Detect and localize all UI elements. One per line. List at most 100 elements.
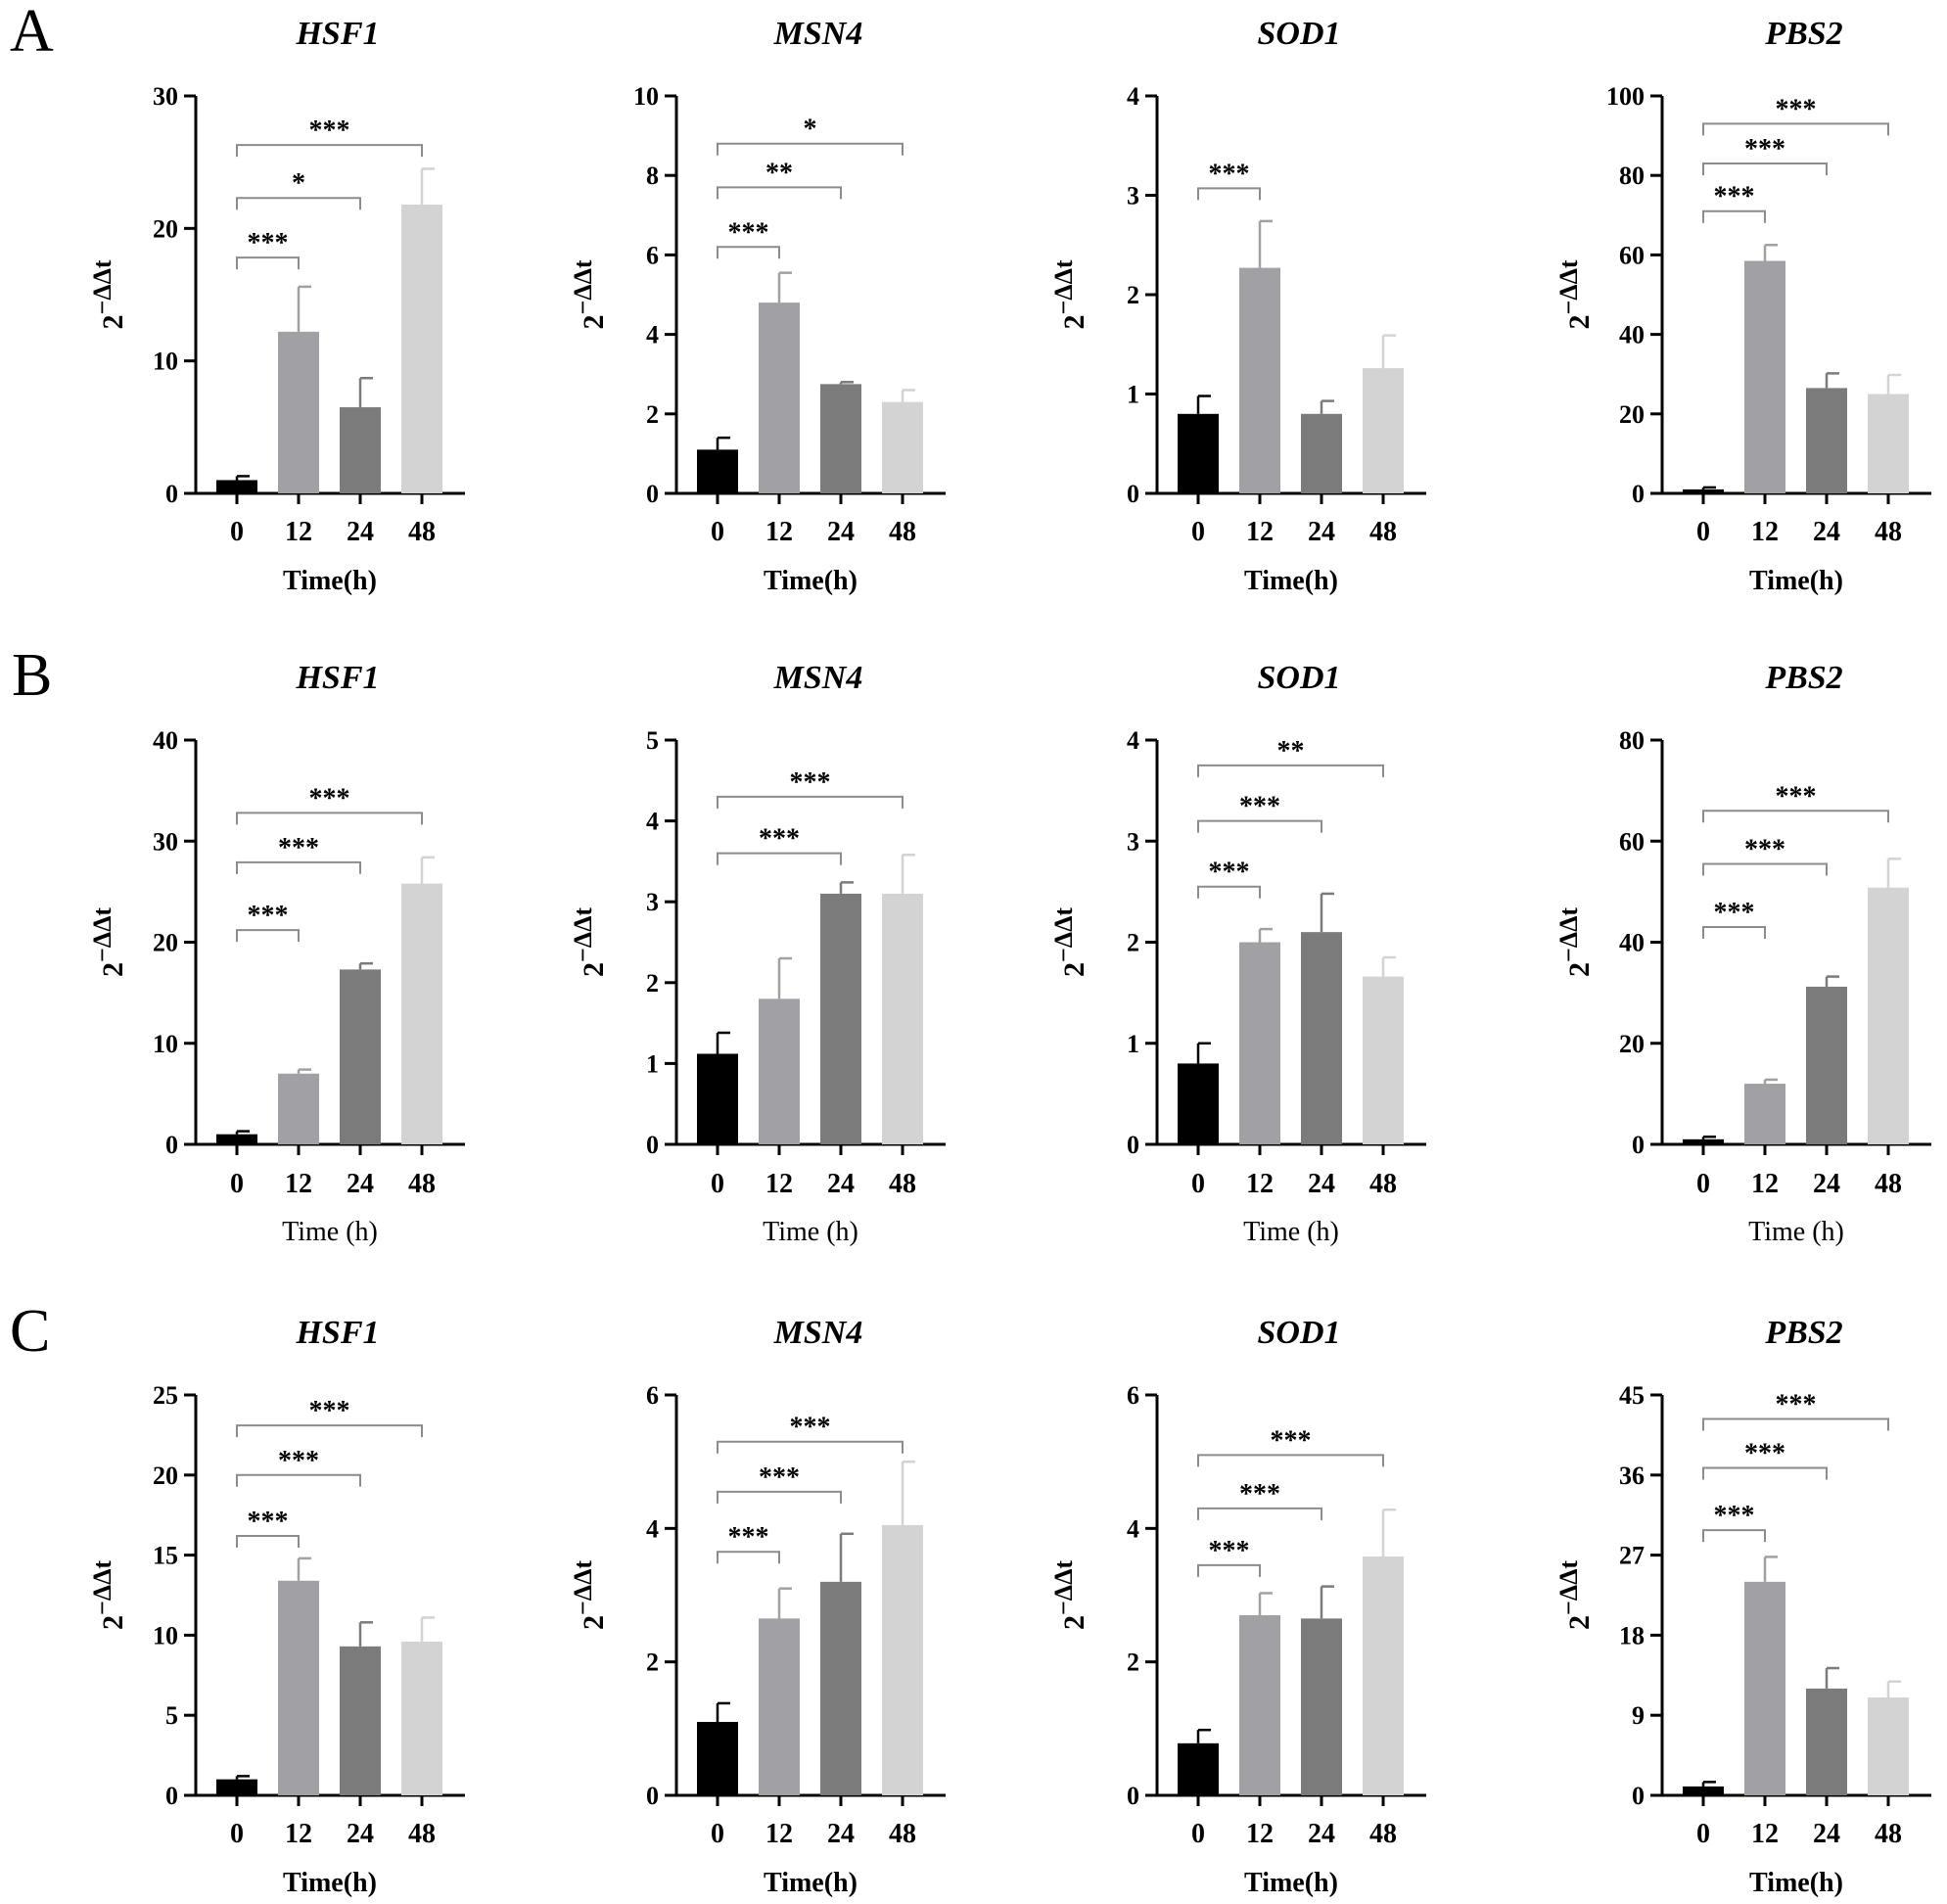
bar bbox=[820, 384, 861, 493]
significance-label: *** bbox=[1744, 134, 1785, 164]
significance-label: *** bbox=[1209, 858, 1250, 888]
chart-title: HSF1 bbox=[295, 660, 379, 696]
y-axis-label-superscript: −ΔΔt bbox=[1049, 1560, 1078, 1615]
x-tick-label: 48 bbox=[408, 1169, 436, 1199]
chart-title: PBS2 bbox=[1764, 1315, 1842, 1351]
bar bbox=[1683, 1138, 1724, 1144]
significance-bracket bbox=[236, 197, 361, 210]
bar bbox=[278, 1073, 319, 1144]
significance-label: ** bbox=[765, 158, 793, 188]
chart-title: PBS2 bbox=[1764, 660, 1842, 696]
significance-bracket bbox=[236, 860, 361, 874]
bar bbox=[1178, 413, 1219, 493]
chart-title: HSF1 bbox=[295, 1315, 379, 1351]
x-tick-label: 24 bbox=[827, 1169, 855, 1199]
significance-bracket bbox=[1197, 1563, 1261, 1577]
x-tick-label: 48 bbox=[889, 1169, 916, 1199]
bar bbox=[1239, 267, 1280, 493]
chart-title: HSF1 bbox=[295, 16, 379, 52]
significance-label: *** bbox=[248, 901, 289, 931]
y-tick-label: 2 bbox=[646, 969, 659, 998]
x-tick-label: 12 bbox=[285, 517, 312, 547]
y-tick-label: 0 bbox=[1632, 1782, 1645, 1810]
x-tick-label: 24 bbox=[1308, 517, 1335, 547]
x-tick-label: 48 bbox=[1875, 517, 1902, 547]
y-tick-label: 40 bbox=[1619, 929, 1645, 957]
y-tick-label: 3 bbox=[1127, 827, 1139, 856]
y-axis-label: 2−ΔΔt bbox=[88, 907, 129, 977]
bar bbox=[1363, 368, 1404, 493]
y-tick-label: 4 bbox=[646, 808, 659, 836]
significance-label: *** bbox=[728, 217, 769, 248]
bar bbox=[1806, 986, 1847, 1144]
x-tick-label: 0 bbox=[1696, 517, 1710, 547]
y-tick-label: 10 bbox=[153, 1030, 178, 1058]
bar bbox=[759, 1618, 800, 1795]
x-tick-label: 0 bbox=[230, 517, 244, 547]
significance-bracket bbox=[1197, 1507, 1322, 1520]
x-tick-label: 48 bbox=[1875, 1819, 1902, 1849]
panel-letter: C bbox=[10, 1298, 50, 1365]
y-axis-label: 2−ΔΔt bbox=[1049, 1560, 1090, 1630]
significance-bracket bbox=[1197, 764, 1384, 777]
significance-label: *** bbox=[759, 1463, 800, 1493]
y-tick-label: 6 bbox=[646, 1381, 659, 1410]
significance-label: *** bbox=[278, 833, 319, 863]
bar bbox=[1683, 1786, 1724, 1795]
y-tick-label: 80 bbox=[1619, 726, 1645, 755]
x-tick-label: 12 bbox=[765, 517, 793, 547]
significance-bracket bbox=[1702, 810, 1889, 823]
x-tick-label: 0 bbox=[1696, 1819, 1710, 1849]
y-tick-label: 0 bbox=[646, 1131, 659, 1159]
x-tick-label: 0 bbox=[230, 1819, 244, 1849]
x-axis-label: Time(h) bbox=[764, 566, 858, 596]
y-axis-label-superscript: −ΔΔt bbox=[88, 259, 116, 314]
x-tick-label: 12 bbox=[1751, 1819, 1779, 1849]
significance-bracket bbox=[717, 795, 904, 809]
significance-bracket bbox=[1702, 1466, 1828, 1480]
x-tick-label: 0 bbox=[711, 1819, 724, 1849]
significance-label: *** bbox=[1714, 1501, 1755, 1531]
bar bbox=[820, 893, 861, 1144]
x-tick-label: 48 bbox=[1369, 517, 1397, 547]
significance-label: *** bbox=[309, 783, 350, 813]
x-tick-label: 24 bbox=[347, 517, 374, 547]
significance-bracket bbox=[236, 256, 300, 270]
x-tick-label: 24 bbox=[347, 1169, 374, 1199]
y-tick-label: 0 bbox=[1127, 480, 1139, 508]
significance-bracket bbox=[236, 1473, 361, 1487]
y-tick-label: 45 bbox=[1619, 1381, 1645, 1410]
x-tick-label: 12 bbox=[285, 1169, 312, 1199]
significance-label: *** bbox=[1209, 1536, 1250, 1566]
y-axis-label: 2−ΔΔt bbox=[1049, 259, 1090, 329]
bar bbox=[1178, 1742, 1219, 1795]
y-tick-label: 2 bbox=[1127, 1649, 1139, 1677]
significance-label: *** bbox=[1776, 1390, 1817, 1420]
x-tick-label: 0 bbox=[1696, 1169, 1710, 1199]
significance-bracket bbox=[1197, 187, 1261, 201]
bar bbox=[1301, 413, 1342, 493]
x-tick-label: 24 bbox=[1813, 517, 1840, 547]
bar bbox=[1744, 1581, 1785, 1795]
bar bbox=[401, 1641, 442, 1795]
significance-bracket bbox=[1702, 122, 1889, 136]
y-tick-label: 60 bbox=[1619, 241, 1645, 269]
x-tick-label: 24 bbox=[1308, 1819, 1335, 1849]
x-axis-label: Time(h) bbox=[1244, 1868, 1338, 1898]
significance-label: *** bbox=[1776, 94, 1817, 124]
y-axis-label-superscript: −ΔΔt bbox=[1049, 259, 1078, 314]
y-axis-label: 2−ΔΔt bbox=[1049, 907, 1090, 977]
y-tick-label: 20 bbox=[153, 929, 178, 957]
significance-bracket bbox=[717, 1490, 842, 1504]
chart-title: SOD1 bbox=[1257, 660, 1340, 696]
y-axis-label-superscript: −ΔΔt bbox=[1554, 259, 1583, 314]
bar bbox=[1363, 976, 1404, 1144]
x-tick-label: 12 bbox=[765, 1169, 793, 1199]
y-tick-label: 4 bbox=[1127, 726, 1139, 755]
y-tick-label: 1 bbox=[1127, 381, 1139, 409]
y-axis-label: 2−ΔΔt bbox=[569, 907, 610, 977]
y-tick-label: 2 bbox=[1127, 281, 1139, 309]
bar bbox=[1301, 1618, 1342, 1795]
significance-bracket bbox=[717, 186, 842, 200]
y-tick-label: 6 bbox=[646, 241, 659, 269]
